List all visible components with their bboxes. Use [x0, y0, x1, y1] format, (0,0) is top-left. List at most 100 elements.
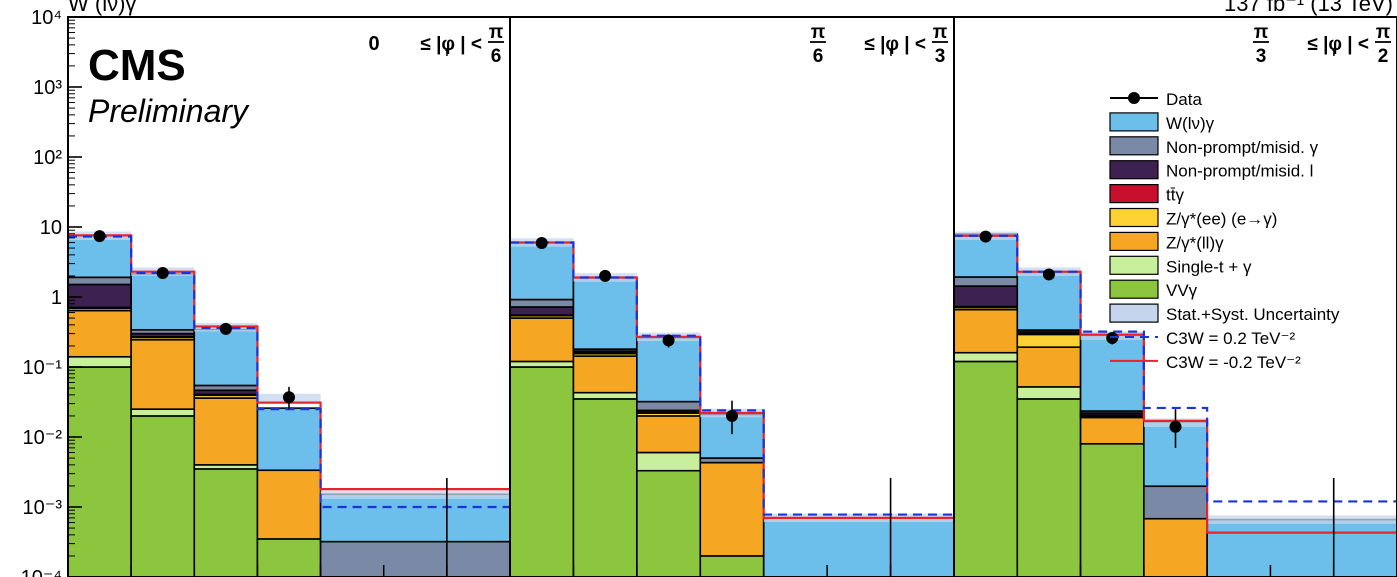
legend-swatch [1109, 136, 1159, 156]
cms-label: CMS [88, 41, 186, 90]
panel-frame [953, 16, 1397, 577]
bar-Zll [509, 317, 575, 363]
label-denominator: 6 [491, 46, 502, 67]
label-denominator: 2 [1378, 46, 1389, 67]
legend-entry-Zll: Z/γ*(ll)γ [1109, 231, 1224, 252]
bar-Wg [130, 273, 196, 331]
bar-Wg [1079, 334, 1145, 412]
legend-label: Z/γ*(ll)γ [1166, 233, 1224, 252]
bar-Zll [699, 461, 765, 557]
bar-VVg [509, 366, 575, 577]
legend-label: tt̄γ [1166, 186, 1184, 205]
data-point [156, 267, 169, 280]
label-numerator: π [1376, 22, 1391, 43]
bar-nonprompt_l [67, 283, 132, 309]
bar-Zll [67, 309, 132, 358]
bar-nonprompt_g [636, 400, 702, 412]
legend-swatch [1109, 255, 1159, 275]
legend-swatch [1109, 303, 1159, 323]
data-point [283, 391, 295, 404]
bar-Wg [319, 493, 511, 543]
luminosity-label: 137 fb⁻¹ (13 TeV) [1224, 0, 1393, 16]
bar-nonprompt_g [319, 540, 511, 577]
legend-entry-Wg: W(lν)γ [1109, 112, 1215, 133]
bar-Zll [1079, 416, 1145, 445]
legend-entry-Zee: Z/γ*(ee) (e→γ) [1109, 207, 1277, 229]
panel-phi-range-label: π 3 ≤ |φ | <f π 6 [810, 22, 948, 67]
uncertainty-band [1207, 515, 1397, 524]
label-denominator: 3 [1256, 46, 1267, 67]
bar-Zll [130, 338, 196, 410]
label-denominator: 3 [935, 46, 946, 67]
legend-entry-c3w_neg: C3W = -0.2 TeV⁻² [1110, 353, 1301, 372]
legend-entry-unc: Stat.+Syst. Uncertainty [1109, 303, 1340, 324]
legend-swatch [1109, 160, 1159, 180]
legend-swatch [1109, 279, 1159, 299]
legend-label: Z/γ*(ee) (e→γ) [1166, 210, 1277, 229]
bar-Wg [572, 277, 638, 350]
data-point [535, 237, 548, 250]
legend-label: Stat.+Syst. Uncertainty [1166, 305, 1340, 324]
bar-VVg [1079, 442, 1145, 577]
legend-label: Single-t + γ [1166, 257, 1252, 276]
data-point [662, 334, 675, 347]
c3w-plus-line [68, 235, 510, 509]
legend-entry-singlet: Single-t + γ [1109, 255, 1252, 276]
legend-entry-VVg: VVγ [1109, 279, 1198, 300]
bar-VVg [193, 468, 259, 577]
bar-VVg [130, 415, 196, 577]
bar-nonprompt_g [509, 298, 575, 308]
panel-3: π 2 ≤ |φ | <f π 3 [953, 16, 1397, 577]
bar-VVg [1016, 398, 1082, 577]
panel-1: π 6 ≤ |φ | <f 0 [67, 16, 511, 577]
legend-label: Non-prompt/misid. l [1166, 162, 1313, 181]
bar-Zll [636, 415, 702, 454]
bar-nonprompt_g [67, 276, 132, 286]
legend-entry-c3w_pos: C3W = 0.2 TeV⁻² [1110, 329, 1295, 348]
data-point [93, 230, 106, 243]
data-point [599, 269, 612, 282]
label-numerator: π [811, 22, 826, 43]
bar-nonprompt_g [1143, 485, 1208, 520]
bar-Zll [193, 397, 259, 466]
data-point [1169, 420, 1182, 433]
data-point [726, 409, 738, 422]
c3w-plus-line [510, 241, 954, 516]
bar-singlet [572, 391, 638, 400]
bar-Zll [256, 469, 322, 540]
label-middle: ≤ |φ | < [420, 34, 482, 55]
legend-label: Non-prompt/misid. γ [1166, 138, 1319, 157]
bar-Zll [1143, 517, 1208, 577]
bar-nonprompt_l [509, 306, 575, 316]
y-tick-label: 10³ [33, 77, 62, 99]
legend-entry-nonprompt_g: Non-prompt/misid. γ [1109, 136, 1319, 157]
bar-singlet [636, 451, 702, 472]
bar-Zll [953, 308, 1019, 354]
data-point [219, 322, 232, 335]
legend-entry-data: Data [1110, 90, 1202, 109]
label-numerator: π [1254, 22, 1269, 43]
legend-label: C3W = 0.2 TeV⁻² [1166, 329, 1295, 348]
legend-swatch [1109, 231, 1159, 251]
bar-VVg [256, 538, 322, 577]
y-tick-label: 10⁻¹ [23, 357, 63, 379]
bar-singlet [953, 351, 1019, 363]
y-tick-label: 10² [33, 147, 62, 169]
bar-Zll [572, 355, 638, 394]
legend-label: W(lν)γ [1166, 114, 1215, 133]
label-subscript: f [889, 47, 893, 59]
legend-data-marker [1128, 92, 1140, 104]
process-label: W (lν)γ [68, 0, 137, 16]
label-denominator: 6 [813, 46, 824, 67]
legend-swatch [1109, 112, 1159, 132]
bar-nonprompt_g [953, 276, 1019, 287]
y-tick-label: 10⁴ [31, 7, 62, 29]
y-tick-label: 10⁻³ [23, 497, 63, 519]
data-point [979, 230, 992, 243]
label-middle: ≤ |φ | < [864, 34, 926, 55]
bar-Wg [1206, 518, 1397, 577]
y-tick-label: 10⁻⁴ [21, 567, 62, 577]
y-tick-label: 1 [51, 287, 62, 309]
legend-label: C3W = -0.2 TeV⁻² [1166, 353, 1301, 372]
